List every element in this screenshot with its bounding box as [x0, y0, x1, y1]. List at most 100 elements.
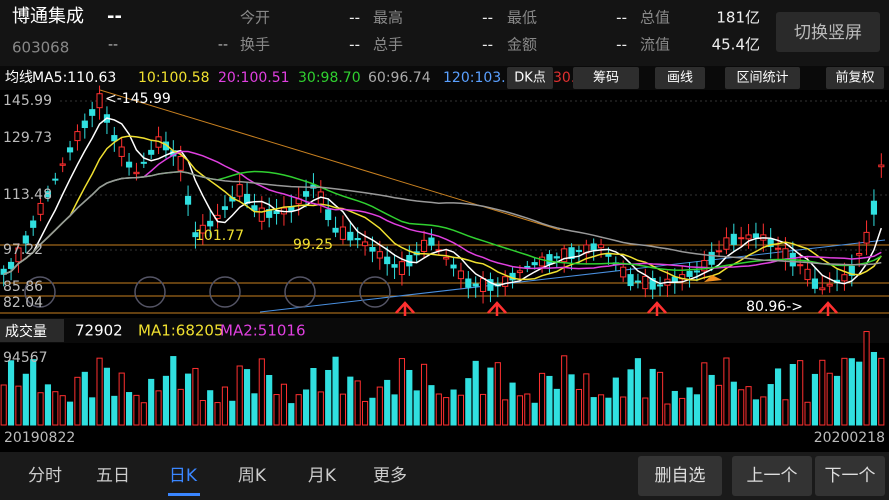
stat-label: 总值	[640, 9, 670, 27]
volume-label: 成交量	[5, 323, 47, 340]
volume-bar	[273, 394, 280, 426]
candle	[782, 248, 789, 260]
volume-bar	[833, 375, 841, 426]
action-button[interactable]	[815, 456, 885, 496]
volume-bar	[701, 362, 708, 426]
volume-bar	[679, 397, 686, 426]
tool-button-label[interactable]: 区间统计	[736, 71, 788, 86]
action-button[interactable]	[732, 456, 812, 496]
candle	[553, 256, 560, 259]
volume-bar	[243, 369, 251, 426]
volume-bar	[878, 357, 885, 426]
volume-bar	[184, 373, 192, 426]
volume-bar	[30, 359, 37, 426]
volume-bar	[420, 363, 428, 426]
candle	[192, 232, 199, 238]
candle	[199, 224, 206, 234]
candle	[568, 247, 575, 260]
candle	[443, 256, 450, 260]
candle	[472, 283, 479, 287]
candle	[642, 275, 649, 290]
candle	[125, 161, 133, 168]
price-axis-label: 129.73	[3, 130, 52, 146]
candle	[863, 231, 870, 244]
volume-bar	[177, 388, 184, 426]
candle	[767, 238, 774, 248]
volume-bar	[207, 390, 214, 426]
volume-bar	[752, 399, 760, 426]
candle	[133, 171, 140, 175]
tab[interactable]: 日K	[169, 466, 198, 486]
tab[interactable]: 五日	[96, 466, 130, 486]
volume-bar	[826, 372, 833, 426]
volume-bar	[339, 393, 347, 426]
tool-button[interactable]	[655, 67, 705, 89]
tab[interactable]: 周K	[238, 466, 267, 486]
volume-bar	[192, 367, 199, 426]
tool-button[interactable]	[826, 67, 884, 89]
volume-bar	[612, 377, 619, 426]
nav-icon[interactable]	[24, 276, 56, 308]
stock-price: --	[107, 6, 122, 27]
tool-button[interactable]	[507, 67, 553, 89]
volume-bar	[841, 357, 848, 426]
action-label[interactable]: 下一个	[825, 466, 876, 486]
volume-bar	[738, 389, 745, 426]
action-button[interactable]	[638, 456, 722, 496]
orientation-button[interactable]	[776, 12, 880, 52]
volume-bar	[730, 381, 737, 426]
volume-bar	[583, 373, 590, 426]
stat-label: 流值	[640, 36, 670, 54]
candle	[848, 265, 855, 276]
nav-icon[interactable]	[209, 276, 241, 308]
candle	[811, 278, 819, 289]
action-label[interactable]: 上一个	[747, 466, 798, 486]
stat-label: 最低	[507, 9, 537, 27]
action-label[interactable]: 删自选	[655, 466, 706, 486]
candle	[325, 209, 332, 221]
stat-label: 总手	[373, 36, 403, 54]
volume-bar	[797, 360, 804, 426]
candle	[384, 256, 391, 265]
volume-bar	[848, 358, 855, 426]
volume-bar	[103, 367, 111, 426]
tab[interactable]: 更多	[373, 466, 407, 486]
volume-bar	[317, 391, 324, 426]
nav-icon[interactable]	[284, 276, 316, 308]
tab[interactable]: 月K	[308, 466, 337, 486]
tool-button-label[interactable]: 前复权	[835, 70, 874, 86]
volume-bar	[258, 358, 265, 426]
volume-bar	[280, 383, 288, 426]
nav-icon[interactable]	[134, 276, 166, 308]
tab[interactable]: 分时	[28, 466, 62, 486]
orientation-label[interactable]: 切换竖屏	[794, 23, 862, 43]
candle	[111, 135, 118, 142]
volume-bar	[7, 360, 15, 426]
candle	[184, 195, 192, 205]
candle	[597, 244, 605, 249]
volume-bar	[561, 355, 568, 426]
tool-button[interactable]	[725, 67, 800, 89]
ma-value: 20:100.51	[218, 70, 290, 86]
volume-bar	[302, 389, 310, 426]
volume-bar	[760, 396, 767, 426]
nav-icon[interactable]	[359, 276, 391, 308]
volume-chart	[0, 331, 885, 426]
tool-button-label[interactable]: DK点	[514, 71, 546, 86]
volume-bar	[384, 379, 391, 426]
candle	[339, 226, 347, 240]
ma-value: 120:103.	[443, 70, 506, 86]
volume-ma2: MA2:51016	[220, 322, 306, 340]
candle	[708, 251, 715, 265]
volume-bar	[332, 356, 339, 426]
tool-button-label[interactable]: 画线	[667, 71, 693, 86]
candle	[627, 274, 634, 287]
tool-button-label[interactable]: 筹码	[593, 70, 619, 86]
candle	[516, 270, 524, 274]
candle	[634, 280, 642, 283]
tool-button[interactable]	[573, 67, 639, 89]
volume-bar	[369, 397, 376, 426]
candle	[531, 262, 538, 266]
volume-bar	[487, 367, 494, 426]
moving-average	[3, 150, 882, 275]
